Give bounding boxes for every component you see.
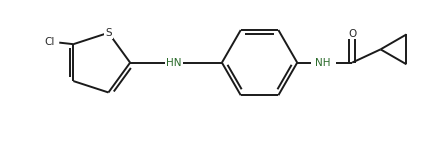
- Text: Cl: Cl: [45, 37, 55, 47]
- Text: HN: HN: [166, 58, 182, 68]
- Text: S: S: [105, 28, 112, 38]
- Text: NH: NH: [314, 58, 330, 68]
- Text: O: O: [348, 29, 356, 39]
